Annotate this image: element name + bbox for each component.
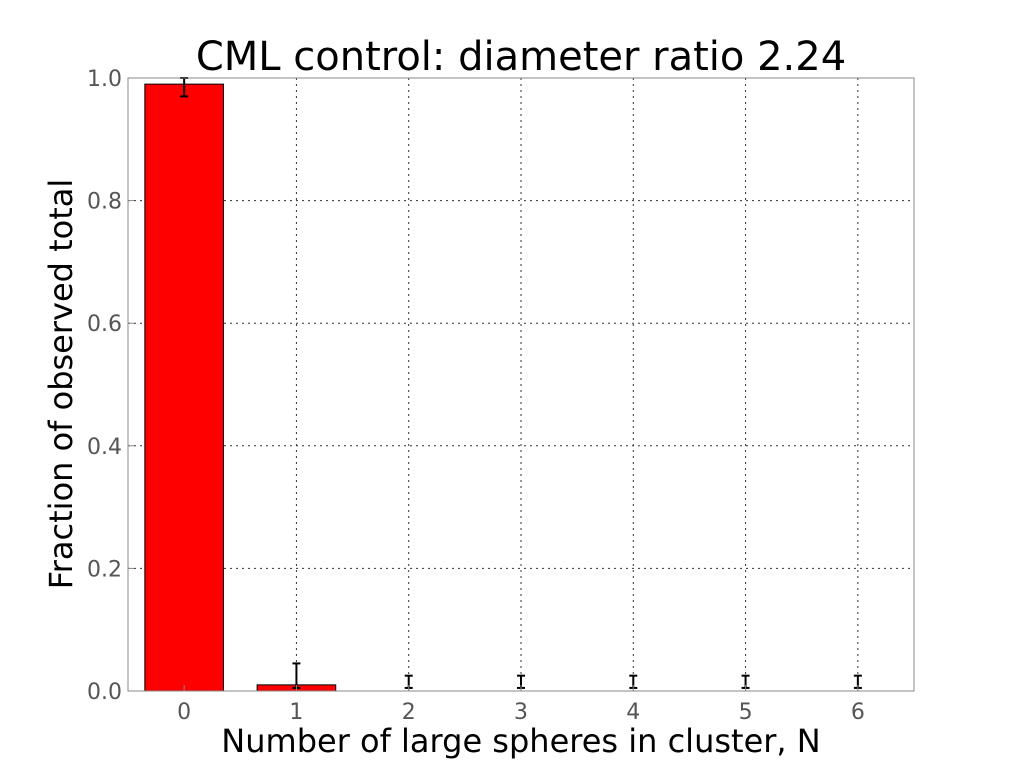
- bars: [144, 83, 337, 692]
- x-tick-label: 2: [402, 700, 416, 725]
- x-tick-label: 4: [626, 700, 640, 725]
- error-bar: [292, 662, 301, 689]
- x-tick-label: 0: [177, 700, 191, 725]
- chart-title: CML control: diameter ratio 2.24: [196, 34, 846, 80]
- y-tick-label: 0.8: [87, 190, 122, 215]
- x-tick-label: 5: [739, 700, 753, 725]
- grid-lines: [128, 78, 914, 691]
- x-tick-label: 6: [851, 700, 865, 725]
- y-tick-label: 0.0: [87, 680, 122, 705]
- y-tick-label: 0.2: [87, 557, 122, 582]
- x-axis-label: Number of large spheres in cluster, N: [221, 722, 820, 760]
- y-axis-ticks: 0.0 0.2 0.4 0.6 0.8 1.0: [87, 67, 134, 705]
- y-tick-label: 0.6: [87, 312, 122, 337]
- x-axis-ticks: 0 1 2 3 4 5 6: [177, 685, 865, 725]
- bar: [144, 83, 224, 692]
- y-axis-label: Fraction of observed total: [42, 179, 80, 590]
- y-tick-label: 0.4: [87, 435, 122, 460]
- x-tick-label: 1: [289, 700, 303, 725]
- y-tick-label: 1.0: [87, 67, 122, 92]
- x-tick-label: 3: [514, 700, 528, 725]
